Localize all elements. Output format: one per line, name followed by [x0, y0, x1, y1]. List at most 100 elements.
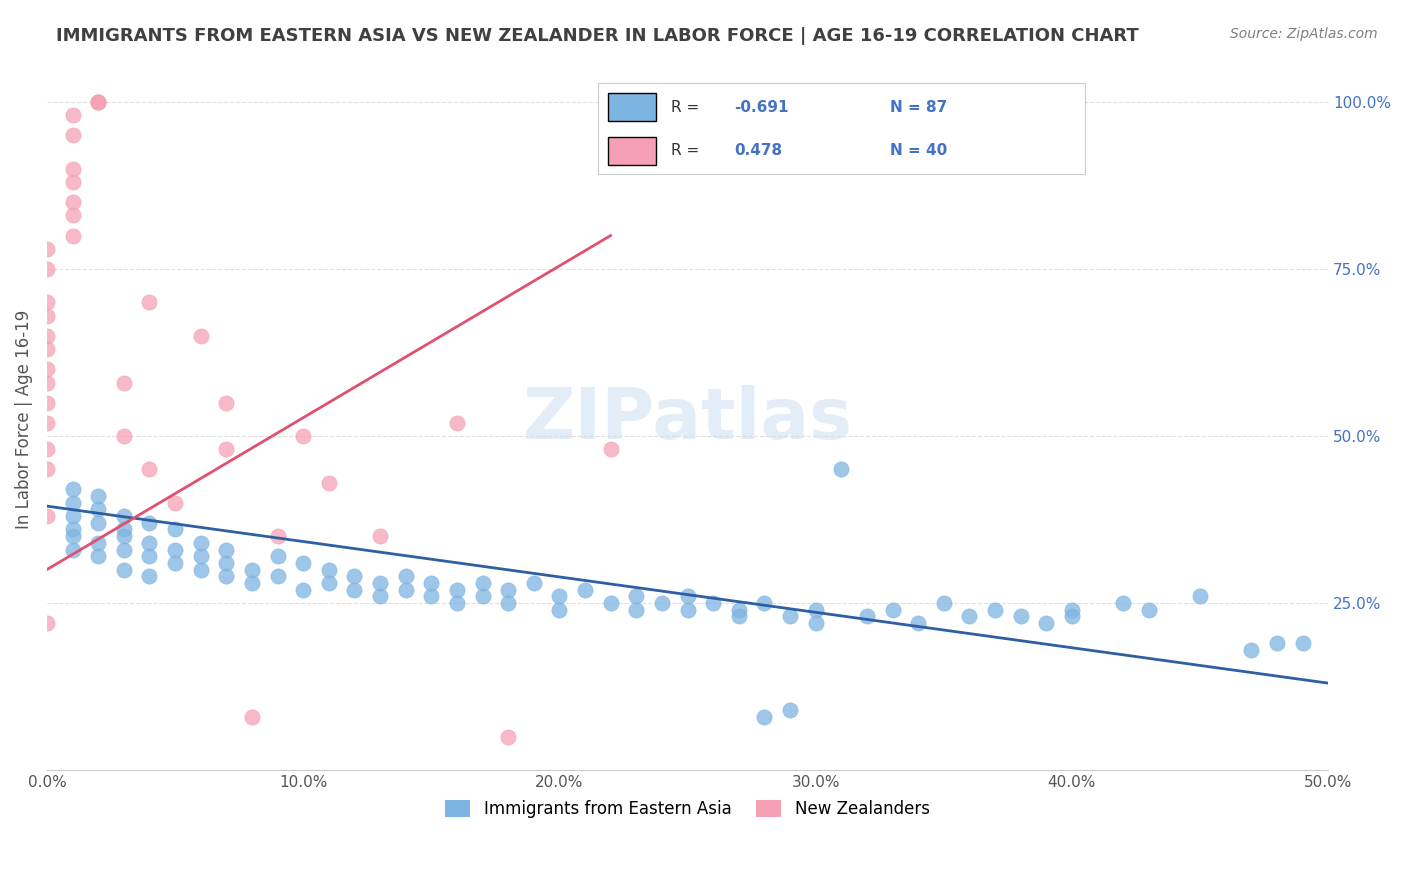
Point [984, 602, 1007, 616]
Point [62, 128, 84, 143]
Point [1060, 602, 1083, 616]
Point [779, 703, 801, 717]
Point [368, 529, 391, 543]
Point [215, 395, 238, 409]
Point [35, 242, 58, 256]
Point [395, 582, 418, 597]
Point [1240, 642, 1263, 657]
Point [87, 95, 110, 109]
Point [62, 509, 84, 524]
Point [62, 529, 84, 543]
Point [87, 536, 110, 550]
Point [548, 589, 571, 603]
Point [496, 596, 519, 610]
Point [651, 596, 673, 610]
Point [112, 523, 135, 537]
Point [240, 563, 263, 577]
Point [574, 582, 596, 597]
Point [35, 615, 58, 630]
Point [446, 582, 468, 597]
Point [112, 429, 135, 443]
Point [446, 416, 468, 430]
Point [1137, 602, 1160, 616]
Point [35, 262, 58, 277]
Point [112, 542, 135, 557]
Point [368, 589, 391, 603]
Point [727, 602, 749, 616]
Point [138, 516, 160, 530]
Point [215, 442, 238, 457]
Legend: Immigrants from Eastern Asia, New Zealanders: Immigrants from Eastern Asia, New Zealan… [439, 793, 936, 825]
Point [35, 295, 58, 310]
Point [548, 602, 571, 616]
Point [62, 209, 84, 223]
Point [62, 108, 84, 122]
Point [215, 556, 238, 570]
Point [62, 483, 84, 497]
Point [163, 542, 186, 557]
Point [856, 609, 879, 624]
Point [957, 609, 980, 624]
Point [318, 475, 340, 490]
Point [62, 496, 84, 510]
Y-axis label: In Labor Force | Age 16-19: In Labor Force | Age 16-19 [15, 310, 32, 529]
Point [292, 429, 315, 443]
Point [318, 576, 340, 591]
Point [1291, 636, 1313, 650]
Point [215, 569, 238, 583]
Point [420, 576, 443, 591]
Point [599, 596, 621, 610]
Point [292, 582, 315, 597]
Point [190, 563, 212, 577]
Point [35, 362, 58, 376]
Point [62, 195, 84, 210]
Point [87, 502, 110, 516]
Point [35, 309, 58, 323]
Point [62, 523, 84, 537]
Point [446, 596, 468, 610]
Point [190, 328, 212, 343]
Point [1188, 589, 1211, 603]
Point [1060, 609, 1083, 624]
Point [343, 582, 366, 597]
Point [1265, 636, 1288, 650]
Point [87, 95, 110, 109]
Text: ZIPatlas: ZIPatlas [523, 384, 852, 454]
Point [804, 602, 827, 616]
Point [138, 569, 160, 583]
Point [266, 529, 288, 543]
Point [163, 523, 186, 537]
Point [112, 509, 135, 524]
Point [138, 295, 160, 310]
Point [830, 462, 852, 476]
Point [754, 596, 776, 610]
Point [35, 328, 58, 343]
Point [35, 416, 58, 430]
Point [35, 376, 58, 390]
Point [62, 161, 84, 176]
Point [804, 615, 827, 630]
Point [292, 556, 315, 570]
Point [62, 228, 84, 243]
Point [523, 576, 546, 591]
Point [87, 95, 110, 109]
Point [626, 602, 648, 616]
Point [35, 509, 58, 524]
Point [676, 602, 699, 616]
Point [599, 442, 621, 457]
Point [882, 602, 904, 616]
Point [496, 730, 519, 744]
Point [35, 395, 58, 409]
Point [395, 569, 418, 583]
Point [702, 596, 724, 610]
Point [112, 529, 135, 543]
Point [35, 442, 58, 457]
Point [368, 576, 391, 591]
Point [754, 709, 776, 723]
Point [138, 549, 160, 564]
Point [626, 589, 648, 603]
Point [1010, 609, 1032, 624]
Point [496, 582, 519, 597]
Point [420, 589, 443, 603]
Point [163, 496, 186, 510]
